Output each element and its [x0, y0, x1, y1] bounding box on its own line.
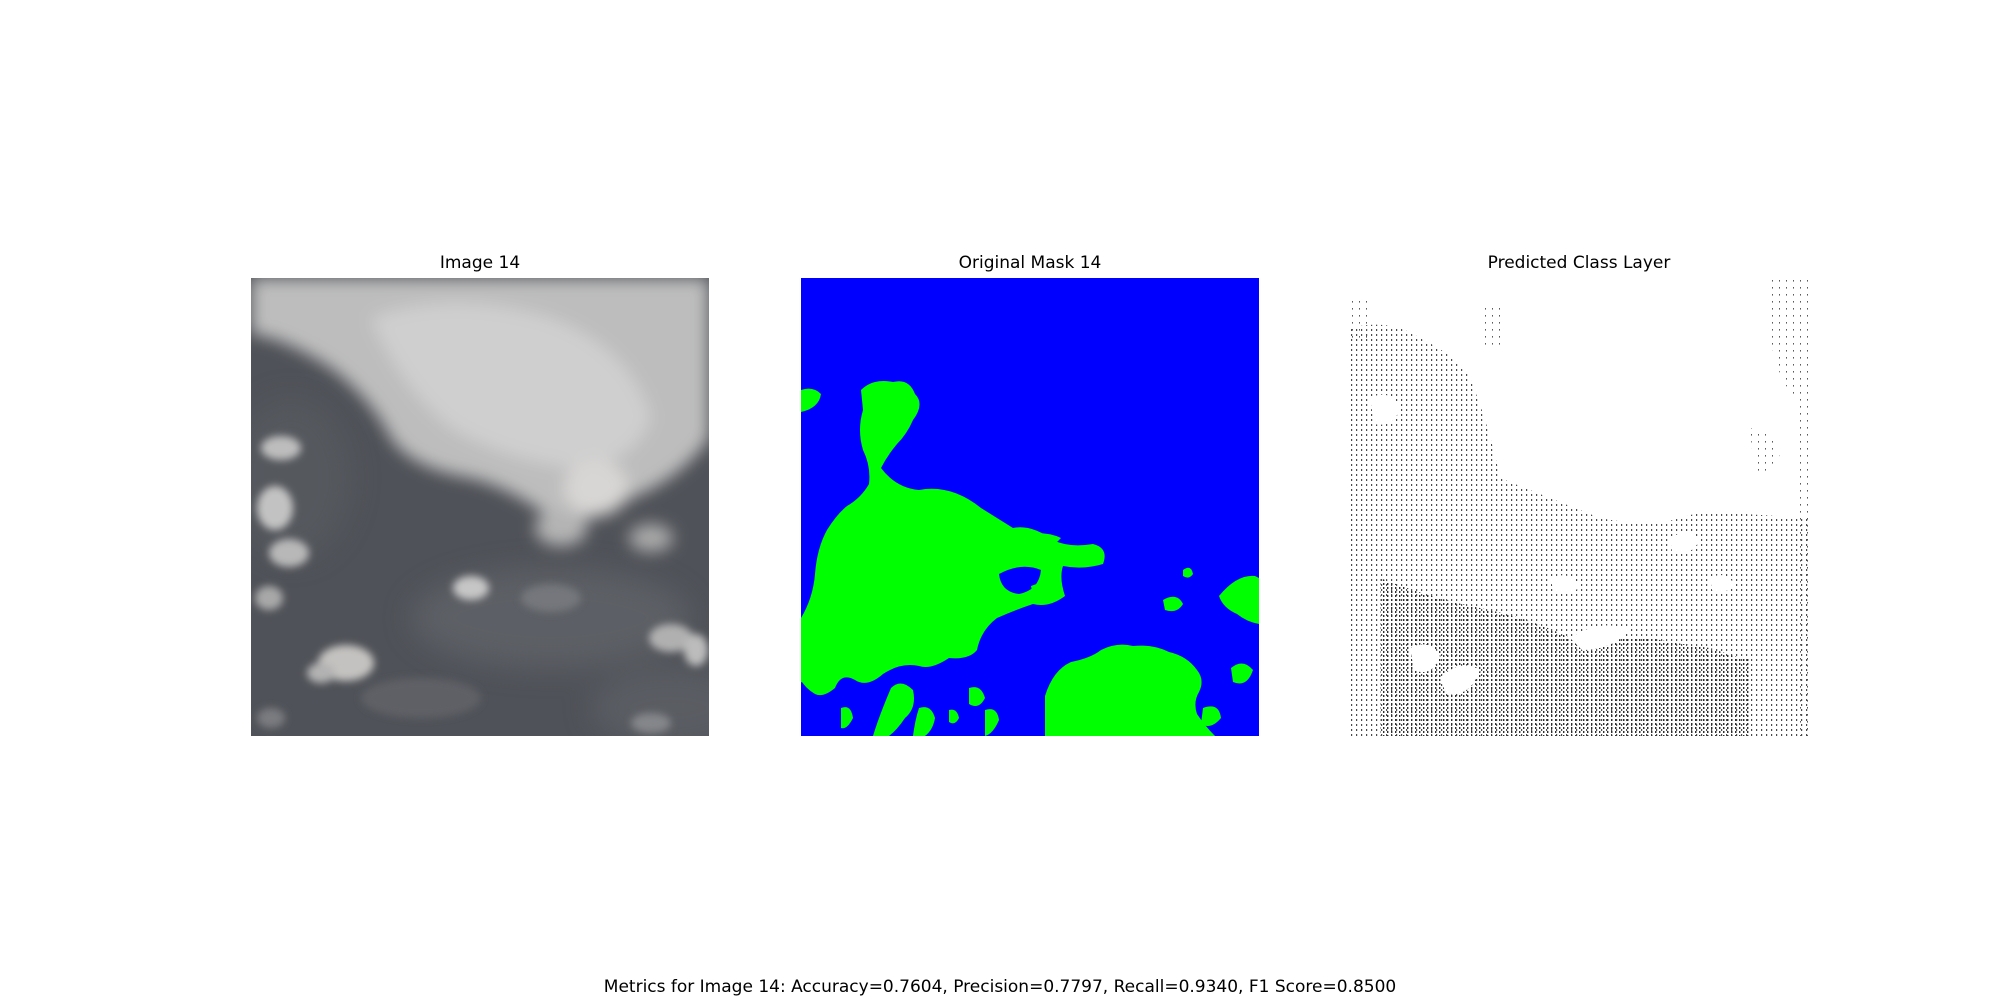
satellite-image — [251, 278, 709, 736]
mask-title: Original Mask 14 — [958, 253, 1102, 273]
predicted-class-layer — [1350, 278, 1808, 736]
metrics-caption: Metrics for Image 14: Accuracy=0.7604, P… — [603, 977, 1397, 997]
image-title: Image 14 — [439, 253, 521, 273]
prediction-title: Predicted Class Layer — [1487, 253, 1671, 273]
original-mask — [801, 278, 1259, 736]
